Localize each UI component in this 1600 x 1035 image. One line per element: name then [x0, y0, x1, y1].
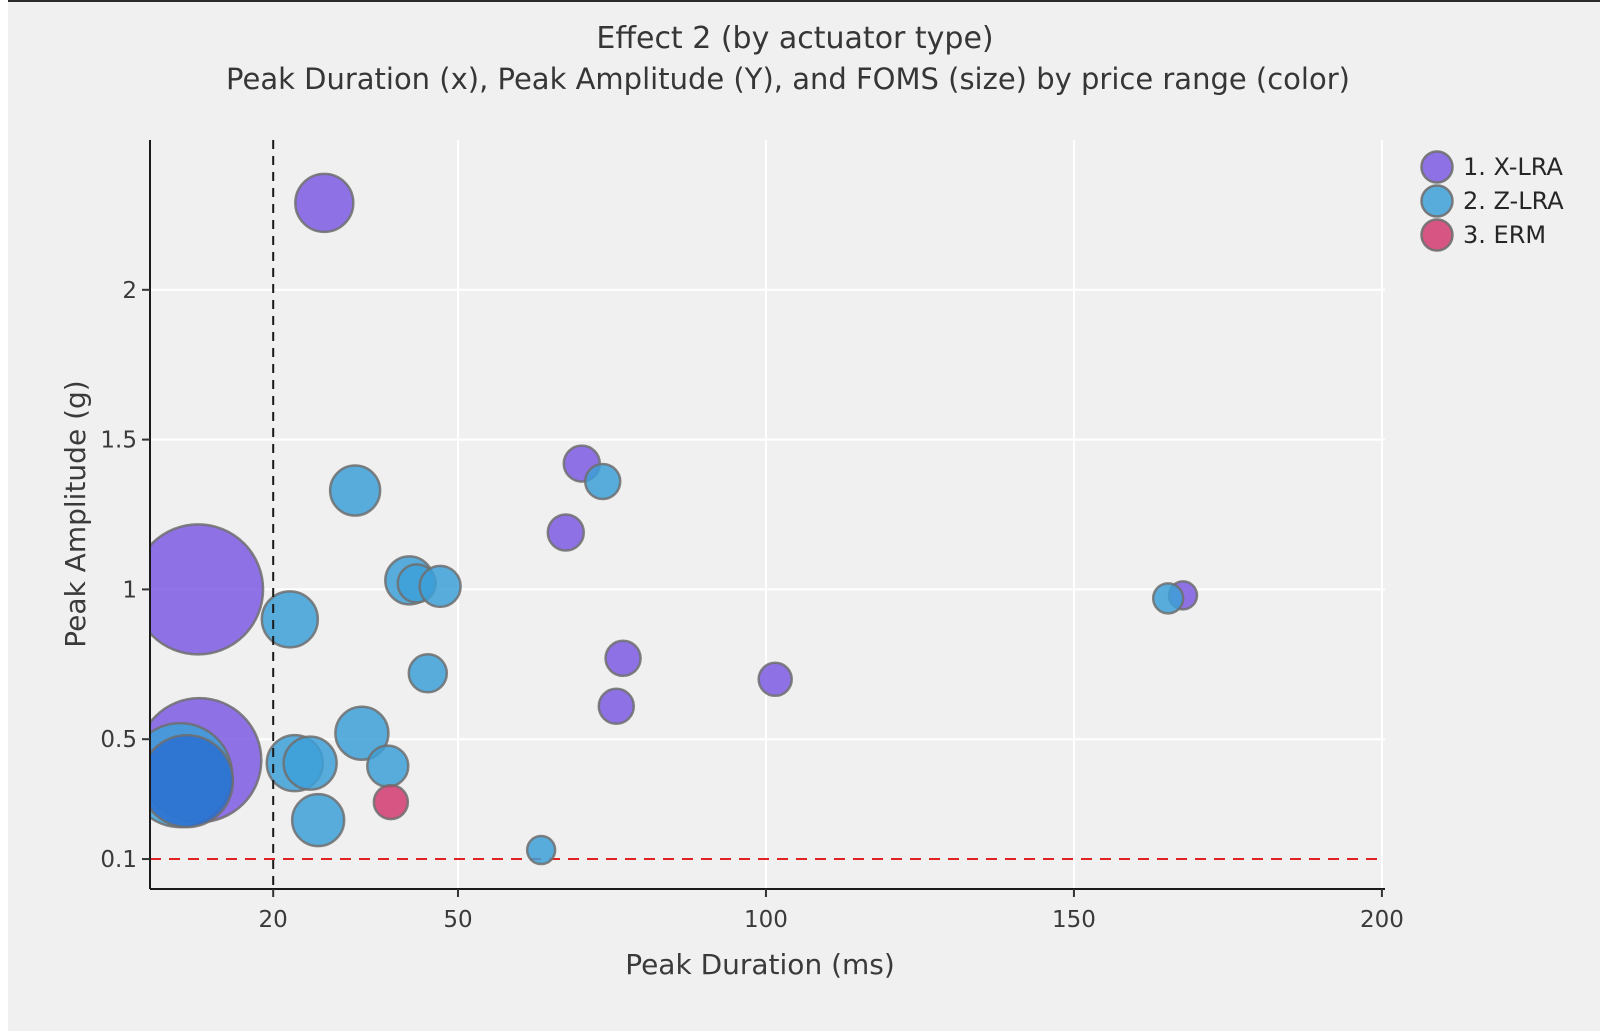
bubble-x_lra [597, 687, 636, 725]
y-axis-title: Peak Amplitude (g) [59, 380, 92, 647]
bubble-z_lra [366, 744, 410, 788]
legend-swatch-x_lra [1420, 150, 1454, 184]
bubble-x_lra [604, 639, 642, 678]
x-tick-label: 100 [744, 907, 788, 933]
bubble-z_lra [525, 834, 557, 866]
x-tick-label: 200 [1360, 907, 1404, 933]
y-tick-label: 0.1 [100, 847, 137, 873]
legend-label-z_lra: 2. Z-LRA [1463, 187, 1564, 215]
y-tick-label: 0.5 [100, 727, 137, 753]
bubble-z_lra [150, 733, 235, 829]
bubble-layer [150, 172, 1199, 866]
chart-subtitle: Peak Duration (x), Peak Amplitude (Y), a… [226, 62, 1350, 96]
chart-title: Effect 2 (by actuator type) [596, 21, 993, 56]
bubble-x_lra [546, 513, 586, 552]
figure-background: 20 50 100 150 200 0.1 0.5 1 1.5 2 Effect 2 (by ac… [8, 0, 1600, 1031]
axes [149, 140, 1385, 890]
gridlines [150, 140, 1385, 889]
bubble-x_lra [150, 523, 265, 656]
bubble-x_lra [294, 172, 355, 234]
x-tick-label: 20 [259, 907, 288, 933]
bubble-z_lra [407, 653, 449, 694]
bubble-z_lra [290, 792, 346, 848]
legend-label-erm: 3. ERM [1463, 221, 1546, 249]
bubble-x_lra [757, 661, 793, 698]
bubble-z_lra [334, 705, 390, 761]
legend-swatch-erm [1420, 218, 1454, 252]
tick-labels: 20 50 100 150 200 0.1 0.5 1 1.5 2 [100, 278, 1403, 933]
y-tick-label: 1 [122, 577, 137, 603]
bubble-z_lra [260, 590, 320, 649]
bubble-chart: 20 50 100 150 200 0.1 0.5 1 1.5 2 Effect 2 (by ac… [59, 21, 1564, 981]
tick-marks [142, 288, 1383, 897]
legend-label-x_lra: 1. X-LRA [1463, 153, 1564, 181]
legend-swatch-z_lra [1420, 184, 1454, 218]
bubble-z_lra [418, 564, 462, 609]
bubble-z_lra [1151, 582, 1185, 615]
bubble-z_lra [583, 462, 622, 501]
bubble-z_lra [328, 464, 382, 517]
legend: 1. X-LRA 2. Z-LRA 3. ERM [1420, 150, 1564, 252]
y-tick-label: 1.5 [100, 428, 137, 454]
bubble-z_lra [282, 735, 338, 791]
x-axis-title: Peak Duration (ms) [625, 948, 895, 981]
x-tick-label: 150 [1052, 907, 1096, 933]
bubble-erm [372, 783, 410, 821]
y-tick-label: 2 [122, 278, 137, 304]
x-tick-label: 50 [443, 907, 472, 933]
